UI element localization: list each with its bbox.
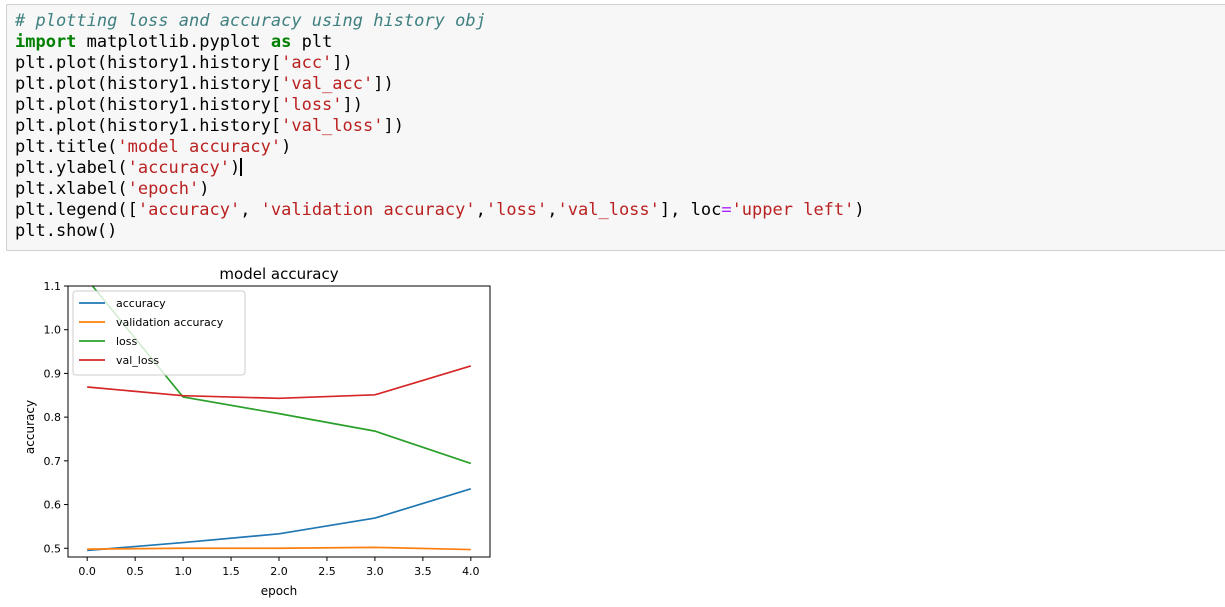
code-token: ]) xyxy=(332,53,353,73)
chart: model accuracy 0.0 0.5 1.0 1.5 2.0 2.5 3.0 3.5 4… xyxy=(23,265,491,598)
x-tick-label: 0.0 xyxy=(78,565,96,578)
code-token: ]) xyxy=(342,95,364,115)
x-tick-label: 1.5 xyxy=(222,565,240,578)
code-token: ]) xyxy=(373,74,394,94)
code-line: plt.show() xyxy=(15,221,1225,242)
code-token: plt xyxy=(291,32,333,52)
code-token: 'val_loss' xyxy=(557,200,660,220)
x-axis-label: epoch xyxy=(261,584,298,598)
code-line: plt.title('model accuracy') xyxy=(15,137,1225,158)
y-tick-label: 0.7 xyxy=(44,455,62,468)
code-token: 'loss' xyxy=(281,95,343,115)
x-tick-label: 3.5 xyxy=(414,565,432,578)
code-token: 'validation accuracy' xyxy=(260,200,476,220)
output-area: model accuracy 0.0 0.5 1.0 1.5 2.0 2.5 3.0 3.5 4… xyxy=(0,255,520,603)
code-token: 'accuracy' xyxy=(127,158,230,178)
code-token: 'epoch' xyxy=(127,179,200,199)
code-token: 'acc' xyxy=(281,53,333,73)
x-tick-label: 1.0 xyxy=(174,565,192,578)
x-tick-label: 2.5 xyxy=(318,565,336,578)
code-token: plt.xlabel( xyxy=(15,179,128,199)
code-token: plt.legend([ xyxy=(15,200,138,220)
y-axis-label: accuracy xyxy=(23,400,37,454)
series-line-validation-accuracy xyxy=(87,546,471,551)
code-token: ) xyxy=(229,158,241,178)
code-token: ], loc xyxy=(659,200,722,220)
code-line: import matplotlib.pyplot as plt xyxy=(15,32,1225,53)
x-axis-ticks: 0.0 0.5 1.0 1.5 2.0 2.5 3.0 3.5 4.0 xyxy=(78,557,480,578)
code-token: plt.plot(history1.history[ xyxy=(15,53,282,73)
code-token: 'loss' xyxy=(485,200,548,220)
legend: accuracy validation accuracy loss val_loss xyxy=(72,290,246,376)
legend-label: validation accuracy xyxy=(116,316,224,329)
code-token: plt.plot(history1.history[ xyxy=(15,95,282,115)
code-line: plt.plot(history1.history['loss']) xyxy=(15,95,1225,116)
y-tick-label: 0.9 xyxy=(44,367,62,380)
code-token: import xyxy=(15,32,77,52)
code-token: plt.ylabel( xyxy=(15,158,128,178)
code-line: plt.ylabel('accuracy') xyxy=(15,158,1225,179)
code-token: # plotting loss and accuracy using histo… xyxy=(15,11,486,31)
series-line-val-loss xyxy=(87,365,472,400)
legend-box xyxy=(72,290,246,376)
y-tick-label: 0.6 xyxy=(44,499,62,512)
code-line: plt.plot(history1.history['val_loss']) xyxy=(15,116,1225,137)
legend-label: val_loss xyxy=(116,354,159,367)
code-token: plt.plot(history1.history[ xyxy=(15,116,282,136)
code-token: 'upper left' xyxy=(731,200,855,220)
code-editor[interactable]: # plotting loss and accuracy using histo… xyxy=(15,11,1225,242)
code-token: as xyxy=(270,32,292,52)
code-token: plt.plot(history1.history[ xyxy=(15,74,282,94)
code-token: , xyxy=(475,200,486,220)
code-token: plt.show() xyxy=(15,221,118,241)
code-token: , xyxy=(240,200,261,220)
code-token: ) xyxy=(854,200,865,220)
x-tick-label: 0.5 xyxy=(126,565,144,578)
code-line: plt.legend(['accuracy', 'validation accu… xyxy=(15,200,1225,221)
code-token: matplotlib.pyplot xyxy=(76,32,271,52)
code-token: ) xyxy=(281,137,292,157)
y-tick-label: 1.1 xyxy=(44,280,62,293)
x-tick-label: 3.0 xyxy=(366,565,384,578)
code-token: , xyxy=(547,200,558,220)
legend-label: loss xyxy=(116,335,138,348)
code-token: 'val_acc' xyxy=(281,74,374,94)
code-token: = xyxy=(721,200,732,220)
code-token: plt.title( xyxy=(15,137,118,157)
legend-label: accuracy xyxy=(116,297,166,310)
code-token: 'model accuracy' xyxy=(117,137,282,157)
text-cursor xyxy=(240,158,243,176)
code-token: 'accuracy' xyxy=(137,200,241,220)
code-line: # plotting loss and accuracy using histo… xyxy=(15,11,1225,32)
y-tick-label: 1.0 xyxy=(44,324,62,337)
code-cell-input[interactable]: # plotting loss and accuracy using histo… xyxy=(6,4,1225,251)
y-tick-label: 0.5 xyxy=(44,542,62,555)
code-token: ) xyxy=(199,179,210,199)
series-line-accuracy xyxy=(87,487,472,552)
chart-title: model accuracy xyxy=(219,265,338,283)
x-tick-label: 4.0 xyxy=(462,565,480,578)
code-line: plt.xlabel('epoch') xyxy=(15,179,1225,200)
code-line: plt.plot(history1.history['val_acc']) xyxy=(15,74,1225,95)
y-axis-ticks: 0.5 0.6 0.7 0.8 0.9 1.0 1.1 xyxy=(44,280,68,555)
y-tick-label: 0.8 xyxy=(44,411,62,424)
code-line: plt.plot(history1.history['acc']) xyxy=(15,53,1225,74)
code-token: 'val_loss' xyxy=(281,116,384,136)
x-tick-label: 2.0 xyxy=(270,565,288,578)
code-token: ]) xyxy=(383,116,404,136)
